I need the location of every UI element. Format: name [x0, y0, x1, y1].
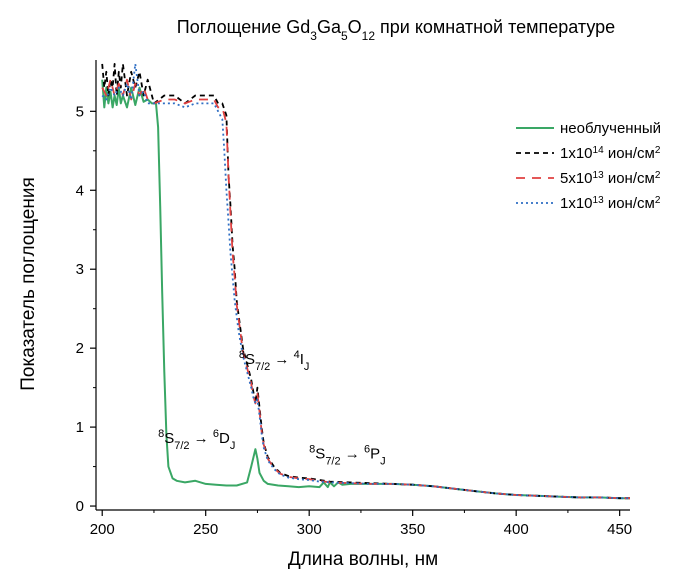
legend-label: 5x1013 ион/см2 [560, 170, 661, 188]
transition-annotation: 8S7/2 → 6PJ [309, 444, 385, 468]
legend-label: 1x1014 ион/см2 [560, 145, 661, 163]
series-line-3 [101, 63, 630, 500]
legend-label: необлученный [560, 120, 661, 137]
x-tick-label: 400 [504, 521, 529, 538]
y-tick-label: 4 [76, 182, 84, 199]
legend-label: 1x1013 ион/см2 [560, 195, 661, 213]
y-axis: 0 1 2 3 4 5 [76, 103, 96, 515]
y-tick-label: 5 [76, 103, 84, 120]
series-line-1 [101, 63, 630, 500]
x-tick-label: 250 [193, 521, 218, 538]
plot-area [95, 60, 630, 511]
series-line-2 [101, 78, 630, 500]
series-line-0 [101, 79, 630, 500]
y-tick-label: 1 [76, 419, 84, 436]
transition-annotation: 8S7/2 → 6DJ [158, 428, 235, 452]
y-axis-label: Показатель поглощения [18, 177, 39, 390]
x-tick-label: 300 [297, 521, 322, 538]
y-tick-label: 3 [76, 261, 84, 278]
y-tick-label: 2 [76, 340, 84, 357]
x-tick-label: 350 [400, 521, 425, 538]
transition-annotation: 8S7/2 → 4IJ [239, 349, 310, 373]
chart-title: Поглощение Gd3Ga5O12 при комнатной темпе… [177, 17, 615, 43]
title-part: Поглощение Gd [177, 17, 310, 37]
annotations: 8S7/2 → 6DJ 8S7/2 → 4IJ 8S7/2 → 6PJ [158, 349, 386, 468]
x-tick-label: 200 [90, 521, 115, 538]
y-tick-label: 0 [76, 498, 84, 515]
series-lines [101, 63, 630, 500]
x-tick-label: 450 [607, 521, 632, 538]
x-axis: 200 250 300 350 400 450 [90, 510, 632, 538]
x-axis-label: Длина волны, нм [288, 549, 438, 570]
legend: необлученный 1x1014 ион/см2 5x1013 ион/см2… [516, 120, 661, 212]
